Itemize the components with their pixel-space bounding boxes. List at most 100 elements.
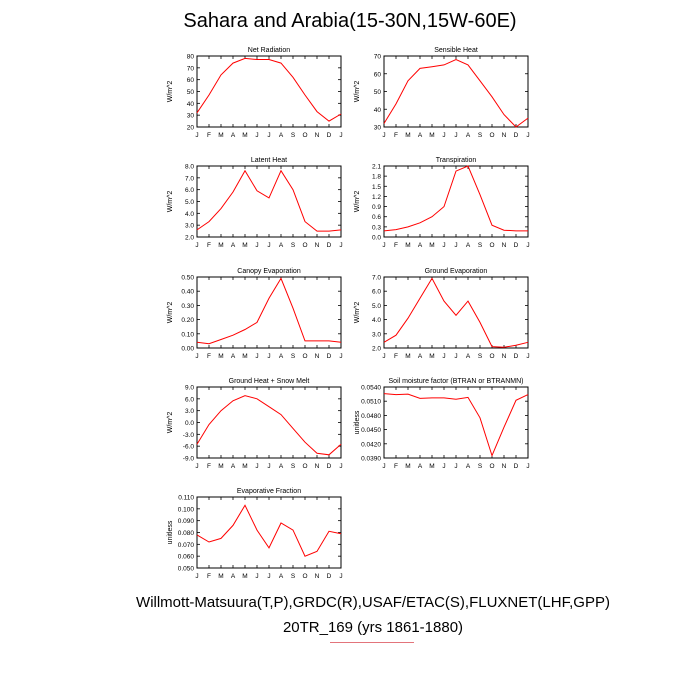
y-tick-label: 0.50 — [181, 275, 194, 282]
x-tick-label: M — [405, 132, 410, 139]
x-tick-label: M — [218, 132, 223, 139]
x-tick-label: S — [291, 463, 296, 470]
y-axis-label: unitless — [167, 520, 174, 544]
series-line — [196, 395, 342, 456]
x-tick-label: M — [405, 353, 410, 360]
x-tick-label: J — [382, 353, 385, 360]
y-tick-label: 0.080 — [178, 530, 195, 537]
x-tick-label: O — [489, 463, 494, 470]
y-tick-label: 4.0 — [185, 211, 194, 218]
panel-title: Canopy Evaporation — [237, 268, 301, 275]
y-tick-label: 2.1 — [372, 164, 381, 171]
y-axis-label: W/m^2 — [167, 302, 174, 324]
x-tick-label: M — [429, 353, 434, 360]
y-tick-label: 0.0390 — [361, 456, 381, 463]
x-tick-label: F — [394, 353, 398, 360]
x-tick-label: A — [418, 353, 423, 360]
y-tick-label: 6.0 — [185, 187, 194, 194]
y-tick-label: 0.110 — [178, 495, 194, 502]
series-line — [383, 277, 529, 348]
y-axis-label: W/m^2 — [354, 302, 361, 324]
x-tick-label: N — [502, 132, 507, 139]
y-axis-label: W/m^2 — [354, 81, 361, 103]
x-tick-label: J — [267, 573, 270, 580]
y-tick-label: 40 — [374, 107, 382, 114]
x-tick-label: N — [502, 242, 507, 249]
x-tick-label: F — [394, 463, 398, 470]
y-tick-label: 7.0 — [372, 275, 381, 282]
panel-title: Soil moisture factor (BTRAN or BTRANMN) — [389, 378, 524, 385]
x-tick-label: J — [339, 242, 342, 249]
x-tick-label: J — [255, 353, 258, 360]
series-line — [196, 277, 342, 345]
x-tick-label: D — [514, 132, 519, 139]
y-tick-label: 0.30 — [181, 303, 194, 310]
x-tick-label: S — [478, 353, 483, 360]
y-tick-label: 0.090 — [178, 518, 195, 525]
plot-frame — [383, 55, 529, 128]
x-tick-label: J — [442, 242, 445, 249]
x-tick-label: O — [302, 573, 307, 580]
y-tick-label: 0.3 — [372, 224, 381, 231]
x-tick-label: N — [315, 353, 320, 360]
x-tick-label: S — [291, 132, 296, 139]
series-line — [383, 393, 529, 458]
x-tick-label: A — [418, 132, 423, 139]
x-tick-label: J — [267, 132, 270, 139]
y-tick-label: -3.0 — [183, 432, 195, 439]
x-tick-label: M — [242, 242, 247, 249]
x-tick-label: J — [195, 463, 198, 470]
x-tick-label: D — [327, 242, 332, 249]
x-tick-label: M — [218, 463, 223, 470]
x-tick-label: M — [242, 463, 247, 470]
panel-title: Latent Heat — [251, 157, 287, 164]
x-tick-label: M — [218, 573, 223, 580]
x-tick-label: A — [466, 132, 471, 139]
y-axis-label: W/m^2 — [354, 191, 361, 213]
panel-title: Ground Heat + Snow Melt — [229, 378, 310, 385]
x-tick-label: M — [429, 463, 434, 470]
x-tick-label: M — [218, 242, 223, 249]
x-tick-label: J — [255, 573, 258, 580]
x-tick-label: J — [195, 573, 198, 580]
x-tick-label: F — [394, 132, 398, 139]
y-tick-label: 5.0 — [372, 303, 381, 310]
y-tick-label: 5.0 — [185, 199, 194, 206]
plot-frame — [196, 276, 342, 349]
plot-frame — [196, 55, 342, 128]
x-tick-label: O — [302, 132, 307, 139]
x-tick-label: J — [454, 242, 457, 249]
plot-frame — [383, 276, 529, 349]
y-tick-label: 0.0450 — [361, 427, 381, 434]
y-axis-label: W/m^2 — [167, 81, 174, 103]
x-tick-label: O — [489, 353, 494, 360]
y-axis-label: unitless — [354, 410, 361, 434]
x-tick-label: O — [302, 463, 307, 470]
x-tick-label: J — [267, 353, 270, 360]
x-tick-label: J — [382, 463, 385, 470]
y-tick-label: 3.0 — [372, 331, 381, 338]
x-tick-label: J — [382, 132, 385, 139]
x-tick-label: A — [466, 353, 471, 360]
y-tick-label: 60 — [187, 77, 195, 84]
series-line — [196, 504, 342, 557]
x-tick-label: A — [466, 242, 471, 249]
panel-soil-moisture-factor-btran-or-btranmn: Soil moisture factor (BTRAN or BTRANMN) u… — [354, 378, 530, 470]
x-tick-label: D — [327, 573, 332, 580]
y-tick-label: 70 — [187, 65, 195, 72]
x-tick-label: D — [514, 463, 519, 470]
footer-case: 20TR_169 (yrs 1861-1880) — [282, 619, 464, 636]
series-line — [196, 169, 342, 232]
x-tick-label: F — [207, 573, 211, 580]
x-tick-label: A — [279, 353, 284, 360]
y-tick-label: 20 — [187, 125, 195, 132]
plot-frame — [196, 386, 342, 459]
x-tick-label: J — [339, 463, 342, 470]
y-tick-label: 0.050 — [178, 566, 195, 573]
y-tick-label: -9.0 — [183, 456, 195, 463]
y-tick-label: 0.070 — [178, 542, 195, 549]
y-tick-label: 1.8 — [372, 174, 381, 181]
y-tick-label: 30 — [187, 113, 195, 120]
